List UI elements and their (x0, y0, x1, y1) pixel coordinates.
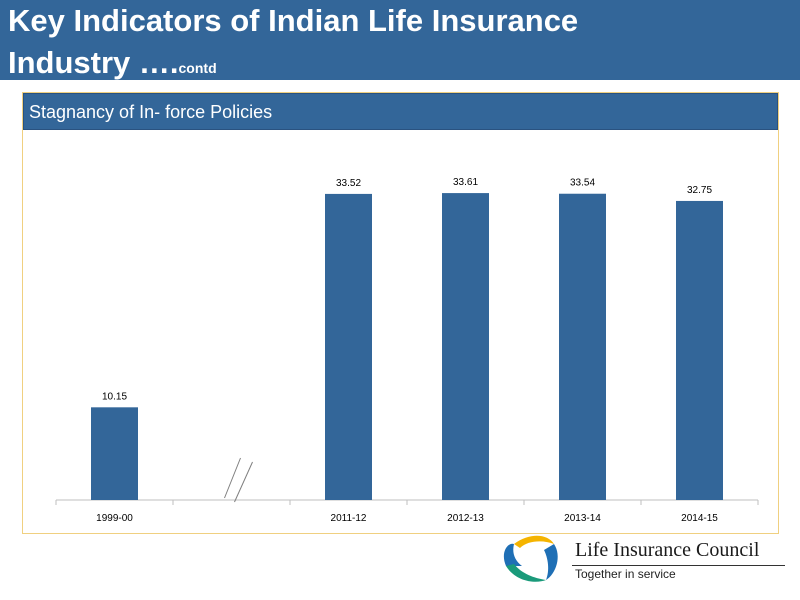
slide-title-bar: Key Indicators of Indian Life Insurance … (0, 0, 800, 80)
slide-title-line1: Key Indicators of Indian Life Insurance (8, 3, 579, 38)
council-logo-divider (572, 565, 785, 566)
slide-title-line2-text: Industry …. (8, 45, 179, 80)
data-label: 33.52 (336, 178, 361, 189)
bar (325, 193, 372, 500)
axis-break-mark (224, 457, 241, 499)
council-logo-tagline: Together in service (575, 567, 676, 581)
chart-frame: Stagnancy of In- force Policies 10.15 199… (22, 92, 779, 534)
data-label: 33.61 (453, 177, 478, 188)
chart-header: Stagnancy of In- force Policies (23, 93, 778, 130)
x-tick-label: 2013-14 (564, 513, 601, 524)
x-tick-label: 2012-13 (447, 513, 484, 524)
bar (91, 407, 138, 500)
chart-title: Stagnancy of In- force Policies (29, 102, 273, 122)
data-label: 32.75 (687, 185, 712, 196)
x-tick-label: 2014-15 (681, 513, 718, 524)
data-label: 33.54 (570, 178, 595, 189)
bar-chart: 10.15 1999-00 33.52 2011-12 33.61 2012-13 33.5… (55, 177, 759, 524)
bar (676, 200, 723, 500)
council-logo-mark-icon (503, 535, 558, 582)
council-logo-name: Life Insurance Council (575, 539, 760, 561)
axis-break-mark (234, 461, 253, 503)
x-tick-label: 2011-12 (331, 513, 367, 524)
slide-title-suffix: contd (178, 60, 217, 76)
x-tick-label: 1999-00 (96, 513, 133, 524)
bar (559, 193, 606, 500)
council-logo: Life Insurance Council Together in servi… (500, 532, 786, 584)
data-label: 10.15 (102, 391, 127, 402)
bar (442, 193, 489, 500)
slide-title-line2: Industry ….contd (8, 46, 217, 85)
